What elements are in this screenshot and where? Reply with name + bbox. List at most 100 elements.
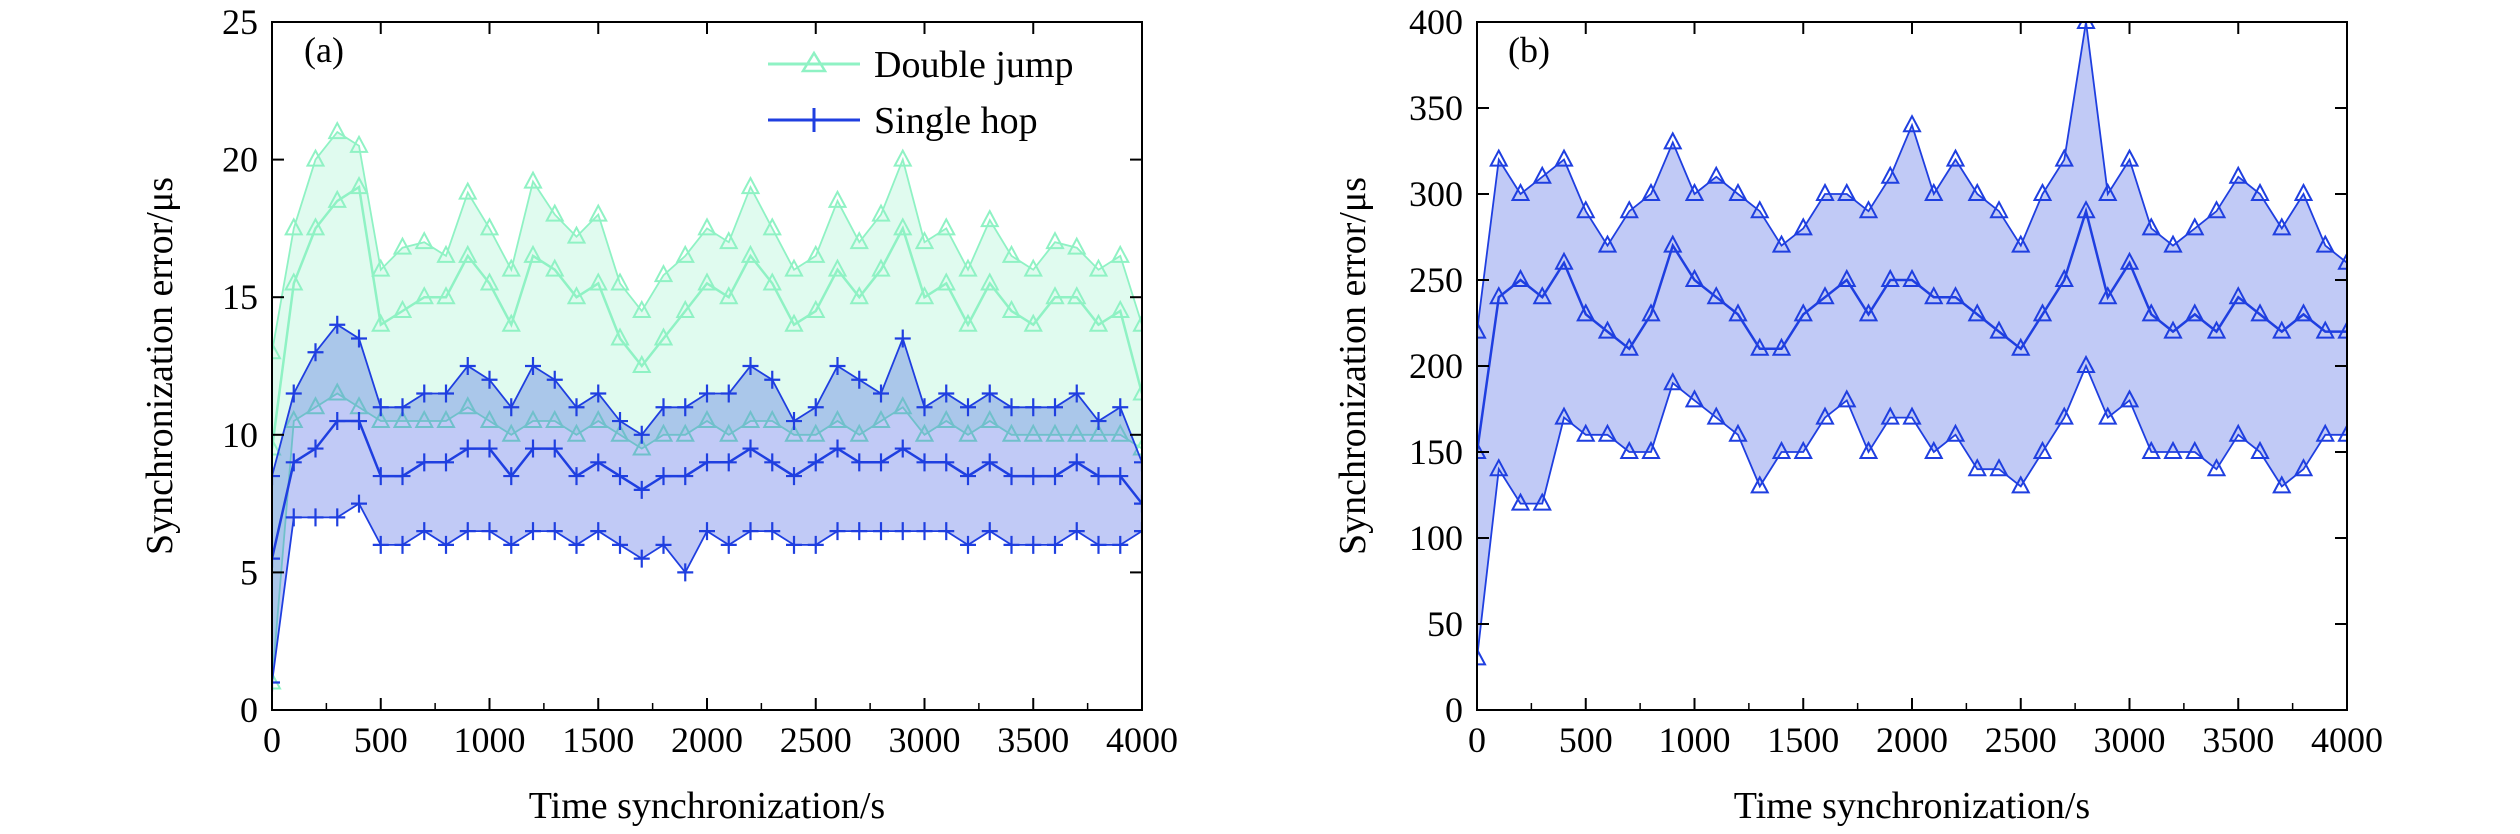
data-point xyxy=(458,181,478,200)
data-point xyxy=(371,258,391,277)
data-point xyxy=(590,522,607,541)
data-point xyxy=(272,467,280,486)
data-point xyxy=(1003,467,1020,486)
data-point xyxy=(786,535,802,554)
data-point xyxy=(981,384,998,403)
data-point xyxy=(1090,412,1107,431)
data-point xyxy=(893,148,913,167)
data-point xyxy=(285,384,302,403)
data-point xyxy=(1554,148,1574,167)
data-point xyxy=(849,286,869,305)
data-point xyxy=(2141,303,2161,322)
data-point xyxy=(632,437,652,456)
data-point xyxy=(677,398,694,417)
data-point xyxy=(545,409,565,429)
data-point xyxy=(1793,217,1813,236)
data-point xyxy=(720,453,737,472)
data-point xyxy=(827,189,848,208)
data-point xyxy=(372,398,389,417)
data-point xyxy=(329,315,346,334)
data-point xyxy=(1663,131,1683,150)
data-point xyxy=(307,508,324,527)
data-point xyxy=(1554,251,1574,270)
data-point xyxy=(958,423,978,442)
data-point xyxy=(894,522,911,541)
data-point xyxy=(2032,440,2053,459)
data-point xyxy=(307,343,324,362)
data-point xyxy=(1728,182,1748,201)
y-tick-label: 25 xyxy=(222,2,258,42)
data-point xyxy=(2163,234,2183,253)
y-axis-a: 0 5 10 15 20 25 xyxy=(222,2,1142,730)
data-point xyxy=(1112,398,1129,417)
x-axis-title-b: Time synchronization/s xyxy=(1734,785,2090,827)
data-point xyxy=(327,189,347,208)
y-tick-label: 20 xyxy=(222,140,258,180)
data-point xyxy=(697,272,717,291)
data-point xyxy=(1793,440,1813,459)
data-point xyxy=(740,409,761,429)
data-point xyxy=(458,244,478,263)
data-point xyxy=(501,423,521,442)
data-point xyxy=(2315,320,2335,339)
data-point xyxy=(829,522,846,541)
data-point xyxy=(546,439,563,458)
data-point xyxy=(272,341,282,360)
data-point xyxy=(481,522,498,541)
data-point xyxy=(675,299,695,318)
data-point xyxy=(566,423,587,442)
y-tick-label: 150 xyxy=(1409,432,1463,472)
data-point xyxy=(2293,458,2314,477)
series-high-line xyxy=(272,130,1142,353)
data-point xyxy=(272,549,280,568)
data-point xyxy=(371,409,391,429)
data-point xyxy=(653,264,674,283)
data-point xyxy=(1902,114,1922,133)
data-point xyxy=(1858,200,1879,219)
data-point xyxy=(960,467,976,486)
data-point xyxy=(655,535,672,554)
data-point xyxy=(372,535,389,554)
data-point xyxy=(894,439,911,458)
data-point xyxy=(1132,382,1142,401)
data-point xyxy=(1684,182,1705,201)
data-point xyxy=(807,535,824,554)
data-point xyxy=(914,231,935,250)
data-point xyxy=(2098,406,2118,425)
data-point xyxy=(459,522,476,541)
x-tick-label: 3000 xyxy=(889,720,961,760)
data-point xyxy=(871,203,891,222)
data-point xyxy=(1989,458,2009,477)
data-point xyxy=(305,217,326,236)
data-point xyxy=(958,313,978,332)
data-point xyxy=(1597,320,1618,339)
data-point xyxy=(479,409,500,429)
data-point xyxy=(2076,22,2096,29)
data-point xyxy=(980,272,1000,291)
data-point xyxy=(2163,320,2183,339)
data-point xyxy=(436,286,456,305)
data-point xyxy=(2076,354,2096,373)
data-point xyxy=(849,231,869,250)
data-point xyxy=(1706,165,1726,184)
panel-b-chart: 0 500 1000 1500 2000 2500 3000 3500 4000 0 50 100 1… xyxy=(1332,2,2383,827)
data-point xyxy=(416,384,433,403)
series-panel-b xyxy=(1477,22,2347,666)
data-point xyxy=(1815,182,1835,201)
data-point xyxy=(284,217,304,236)
data-point xyxy=(1025,398,1042,417)
data-point xyxy=(1112,467,1129,486)
data-point xyxy=(1132,313,1142,332)
data-point xyxy=(272,671,282,690)
data-point xyxy=(416,522,433,541)
data-point xyxy=(1815,406,1835,425)
data-point xyxy=(2315,423,2335,442)
data-point xyxy=(1945,148,1966,167)
data-point xyxy=(1477,440,1487,459)
data-point xyxy=(1477,320,1487,339)
data-point xyxy=(1663,234,1683,253)
data-point xyxy=(806,423,826,442)
data-point xyxy=(1837,389,1857,408)
data-point xyxy=(849,423,869,442)
